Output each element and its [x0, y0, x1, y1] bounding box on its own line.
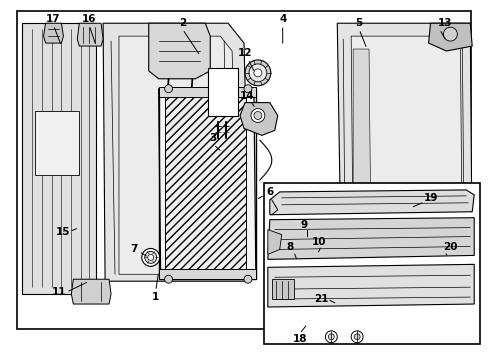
- Polygon shape: [269, 190, 473, 215]
- Circle shape: [289, 251, 305, 267]
- Polygon shape: [158, 89, 255, 279]
- Polygon shape: [352, 49, 370, 244]
- Polygon shape: [427, 23, 471, 51]
- Text: 9: 9: [300, 220, 307, 230]
- Polygon shape: [240, 103, 277, 135]
- Text: 12: 12: [237, 48, 252, 58]
- Circle shape: [253, 112, 262, 120]
- Circle shape: [320, 247, 325, 252]
- Bar: [271, 279, 293, 299]
- Bar: [264, 183, 479, 344]
- Text: 7: 7: [130, 244, 137, 255]
- Text: 19: 19: [423, 193, 437, 203]
- Circle shape: [353, 334, 359, 340]
- Circle shape: [144, 251, 156, 264]
- Text: 8: 8: [285, 243, 293, 252]
- Polygon shape: [350, 36, 461, 261]
- Polygon shape: [21, 23, 96, 294]
- Bar: [164, 95, 245, 271]
- Text: 11: 11: [52, 287, 66, 297]
- Circle shape: [244, 85, 251, 93]
- Circle shape: [317, 243, 328, 255]
- Text: 16: 16: [82, 14, 96, 24]
- Polygon shape: [77, 23, 103, 46]
- Polygon shape: [267, 230, 281, 255]
- Circle shape: [147, 255, 153, 260]
- Text: 4: 4: [279, 14, 286, 24]
- Circle shape: [142, 248, 160, 266]
- Circle shape: [292, 255, 302, 264]
- Text: 6: 6: [265, 187, 273, 197]
- Text: 5: 5: [355, 18, 362, 28]
- Text: 18: 18: [292, 334, 306, 344]
- Bar: [35, 111, 79, 175]
- Bar: [208, 68, 238, 116]
- Text: 1: 1: [152, 292, 159, 302]
- Circle shape: [244, 60, 270, 86]
- Circle shape: [302, 231, 316, 244]
- Polygon shape: [267, 218, 473, 260]
- Text: 17: 17: [46, 14, 61, 24]
- Text: 3: 3: [209, 133, 216, 143]
- Circle shape: [250, 109, 264, 122]
- Polygon shape: [337, 23, 471, 269]
- Circle shape: [305, 234, 313, 242]
- Text: 21: 21: [313, 294, 328, 304]
- Bar: [17, 11, 470, 329]
- Circle shape: [248, 64, 266, 82]
- Bar: [158, 87, 255, 96]
- Text: 20: 20: [442, 243, 457, 252]
- Polygon shape: [103, 23, 249, 281]
- Text: 10: 10: [311, 237, 326, 247]
- Polygon shape: [119, 36, 238, 274]
- Circle shape: [443, 27, 456, 41]
- Polygon shape: [43, 23, 63, 43]
- Text: 14: 14: [239, 91, 254, 101]
- Text: 2: 2: [179, 18, 186, 28]
- Text: 13: 13: [437, 18, 452, 28]
- Polygon shape: [148, 23, 210, 79]
- Bar: [158, 89, 255, 279]
- Circle shape: [327, 334, 334, 340]
- Circle shape: [164, 275, 172, 283]
- Circle shape: [164, 85, 172, 93]
- Polygon shape: [267, 264, 473, 307]
- Polygon shape: [71, 279, 111, 304]
- Circle shape: [350, 331, 362, 343]
- Circle shape: [253, 69, 262, 77]
- Bar: [158, 269, 255, 279]
- Circle shape: [325, 331, 337, 343]
- Circle shape: [307, 235, 311, 239]
- Text: 15: 15: [56, 226, 70, 237]
- Circle shape: [244, 275, 251, 283]
